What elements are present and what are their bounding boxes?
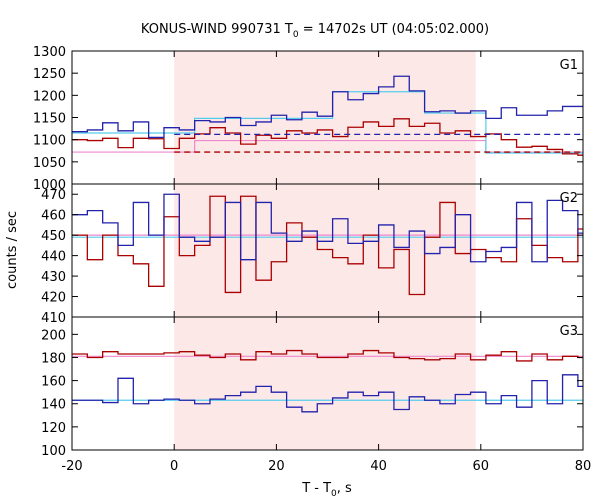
x-axis-label: T - T0, s <box>301 481 352 499</box>
panel-g3: 100 120 140 160 180 200 G3 <box>41 316 584 459</box>
series-pink-g1 <box>72 139 583 153</box>
y-tick-label: 1150 <box>33 112 66 127</box>
x-tick-label: 60 <box>473 459 490 474</box>
y-tick-label: 430 <box>41 270 66 285</box>
series-red-g3 <box>72 349 583 362</box>
y-tick-label: 410 <box>41 311 66 326</box>
panels: 1000105011001150120012501300G14104204304… <box>33 45 591 474</box>
xlabel-subscript: 0 <box>331 489 337 499</box>
panel-g2: 410 420 430 440 450 460 470 G2 <box>41 183 584 326</box>
series-blue-g1 <box>72 75 583 139</box>
xlabel-prefix: T - T <box>301 481 331 496</box>
x-tick-label: 0 <box>170 459 178 474</box>
y-tick-label: 470 <box>41 188 66 203</box>
series-blue-g3 <box>72 374 583 413</box>
title-prefix: KONUS-WIND 990731 T <box>141 22 293 37</box>
panel-frame <box>71 316 584 451</box>
highlight-band <box>174 184 476 317</box>
panel-label: G3 <box>560 324 578 339</box>
panel-label: G1 <box>560 58 578 73</box>
y-tick-label: 440 <box>41 250 66 265</box>
y-tick-label: 160 <box>41 375 66 390</box>
y-tick-label: 1300 <box>33 45 66 60</box>
y-tick-label: 1200 <box>33 89 66 104</box>
y-tick-label: 1250 <box>33 67 66 82</box>
title-subscript: 0 <box>293 30 299 40</box>
y-tick-label: 140 <box>41 398 66 413</box>
xlabel-suffix: , s <box>337 481 352 496</box>
y-tick-label: 460 <box>41 209 66 224</box>
title-suffix: = 14702s UT (04:05:02.000) <box>299 22 489 37</box>
y-tick-label: 120 <box>41 421 66 436</box>
y-tick-label: 1000 <box>33 178 66 193</box>
y-tick-label: 420 <box>41 291 66 306</box>
series-red-g1 <box>72 118 583 156</box>
x-tick-label: 80 <box>575 459 592 474</box>
y-tick-label: 200 <box>41 328 66 343</box>
chart-title: KONUS-WIND 990731 T0 = 14702s UT (04:05:… <box>141 22 489 40</box>
highlight-band <box>174 51 476 184</box>
panel-g1: 1000 1050 1100 1150 1200 1250 1300 G1 <box>33 45 584 193</box>
highlight-band <box>174 317 476 450</box>
x-tick-label: -20 <box>61 459 82 474</box>
x-tick-label: 40 <box>370 459 387 474</box>
y-tick-label: 180 <box>41 351 66 366</box>
y-tick-label: 1100 <box>33 134 66 149</box>
series-red-g2 <box>72 195 583 296</box>
y-tick-label: 450 <box>41 229 66 244</box>
series-blue-g2 <box>72 193 583 263</box>
panel-label: G2 <box>560 191 578 206</box>
y-axis-label: counts / sec <box>5 211 20 289</box>
y-tick-label: 1050 <box>33 156 66 171</box>
x-tick-label: 20 <box>268 459 285 474</box>
y-tick-label: 100 <box>41 444 66 459</box>
